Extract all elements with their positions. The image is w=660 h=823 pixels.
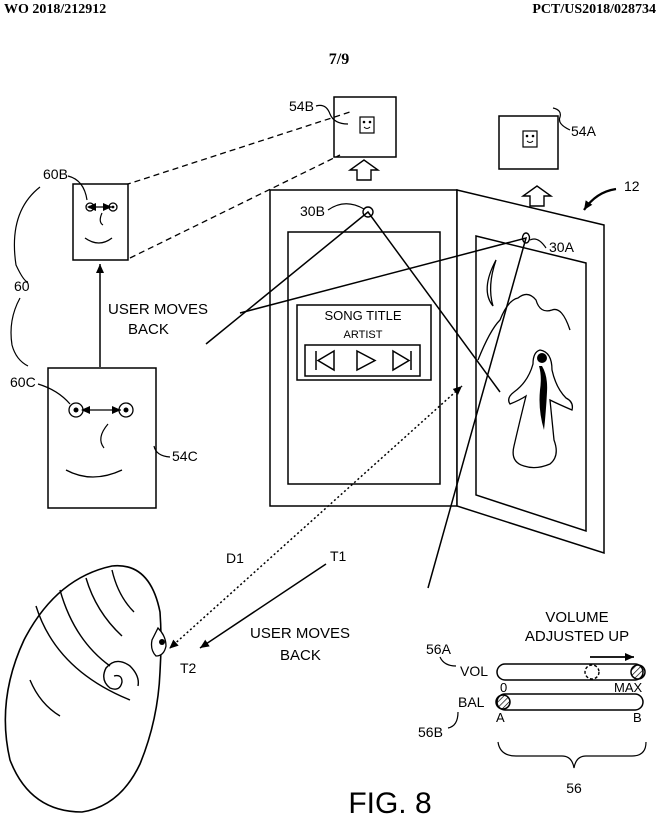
user-head (4, 564, 167, 813)
label-54a: 54A (571, 123, 597, 139)
leader-56a (439, 656, 457, 667)
label-12: 12 (624, 178, 640, 194)
bracket-60-bottom (10, 297, 29, 367)
bracket-60-top (13, 186, 41, 283)
volume-adjusted-text-b: ADJUSTED UP (525, 628, 629, 645)
sensor-30b-view-lines (205, 210, 501, 393)
face-image-60b (72, 183, 129, 261)
display-54a (498, 115, 559, 170)
next-track-icon[interactable] (392, 349, 412, 372)
figure-caption: FIG. 8 (348, 787, 431, 818)
label-d1: D1 (226, 550, 244, 566)
previous-track-icon[interactable] (315, 349, 335, 372)
bal-b-label: B (633, 710, 642, 725)
song-title: SONG TITLE (324, 308, 401, 323)
projection-line-bottom (129, 154, 341, 259)
vol-min-label: 0 (500, 680, 507, 695)
bracket-56 (497, 741, 647, 769)
leader-60b (67, 175, 88, 201)
volume-slider-56a[interactable] (496, 663, 646, 681)
label-60b: 60B (43, 166, 68, 182)
volume-knob-previous (584, 664, 600, 680)
application-number: PCT/US2018/028734 (532, 2, 656, 17)
user-moves-back-text-2a: USER MOVES (250, 625, 350, 642)
label-56b: 56B (418, 724, 443, 740)
device-arrow-12 (583, 187, 617, 211)
label-60: 60 (14, 278, 30, 294)
balance-slider-track[interactable] (496, 693, 644, 711)
play-icon[interactable] (356, 349, 377, 372)
face-image-60c (47, 367, 157, 509)
leader-30a (529, 238, 547, 249)
label-56a: 56A (426, 641, 452, 657)
label-30a: 30A (549, 239, 575, 255)
music-player-widget: SONG TITLE ARTIST (296, 304, 432, 381)
label-30b: 30B (300, 203, 325, 219)
user-moves-back-text-2b: BACK (280, 647, 321, 664)
volume-knob[interactable] (630, 664, 646, 680)
volume-slider-track[interactable] (496, 663, 644, 681)
artist-name: ARTIST (344, 329, 383, 341)
artwork-figure (477, 259, 574, 469)
balance-knob[interactable] (495, 694, 511, 710)
label-60c: 60C (10, 374, 36, 390)
sheet-number: 7/9 (329, 51, 349, 68)
user-moves-back-text-1a: USER MOVES (108, 301, 208, 318)
label-54b: 54B (289, 98, 314, 114)
label-t2: T2 (180, 660, 197, 676)
leader-60c (37, 383, 71, 405)
publication-number: WO 2018/212912 (4, 2, 106, 17)
leader-54c (153, 445, 171, 458)
user-moves-back-text-1b: BACK (128, 321, 169, 338)
bal-a-label: A (496, 710, 505, 725)
vol-label: VOL (460, 663, 488, 679)
display-54b (333, 96, 397, 158)
vol-max-label: MAX (614, 680, 643, 695)
label-56: 56 (566, 780, 582, 796)
leader-30b (327, 203, 365, 211)
up-arrow-54b (347, 159, 381, 181)
movement-arrow-t1-t2 (199, 563, 327, 649)
leader-54a (552, 107, 571, 131)
bal-label: BAL (458, 694, 485, 710)
leader-54b (315, 104, 349, 125)
label-t1: T1 (330, 548, 347, 564)
volume-adjusted-text-a: VOLUME (545, 609, 608, 626)
leader-56b (447, 711, 459, 729)
projection-line-top (124, 111, 351, 186)
balance-slider-56b[interactable] (495, 693, 644, 711)
label-54c: 54C (172, 448, 198, 464)
up-arrow-54a (520, 185, 554, 207)
